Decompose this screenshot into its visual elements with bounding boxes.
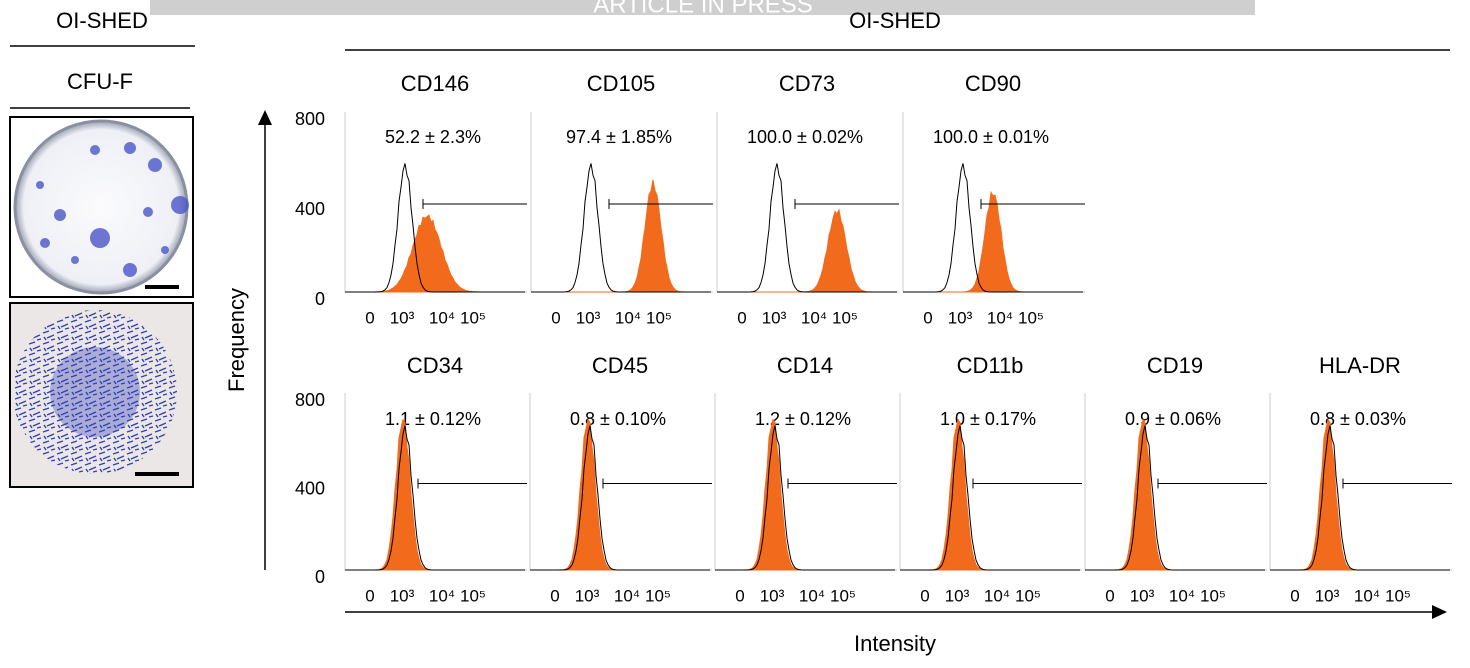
dish-image — [15, 121, 187, 293]
y-tick-label: 400 — [295, 199, 325, 219]
x-tick-label: 0 — [550, 586, 559, 605]
x-tick-label: 10³ — [945, 586, 970, 605]
y-tick-label: 800 — [295, 390, 325, 410]
cell-dense — [50, 347, 140, 437]
y-tick-label: 0 — [315, 289, 325, 309]
marker-title: CD11b — [957, 353, 1024, 378]
percent-label: 1.1 ± 0.12% — [385, 409, 481, 429]
sample-histogram — [715, 420, 895, 571]
figure: ARTICLE IN PRESS OI-SHED CFU-F OI-SHED F… — [0, 0, 1470, 663]
marker-title: CD73 — [779, 71, 835, 96]
marker-title: CD105 — [587, 71, 655, 96]
marker-title: CD14 — [777, 353, 833, 378]
marker-title: HLA-DR — [1319, 353, 1401, 378]
isotype-histogram — [715, 426, 895, 571]
sample-histogram — [1085, 420, 1265, 571]
percent-label: 1.0 ± 0.17% — [940, 409, 1036, 429]
y-tick-label: 0 — [315, 567, 325, 587]
scale-bar — [145, 285, 179, 289]
sample-histogram — [531, 180, 711, 292]
x-tick-label: 0 — [737, 308, 746, 327]
x-tick-label: 10⁴ — [1169, 586, 1195, 605]
x-tick-label: 10³ — [948, 308, 973, 327]
x-tick-label: 10⁵ — [460, 308, 486, 327]
x-tick-label: 0 — [365, 308, 374, 327]
isotype-histogram — [717, 163, 897, 292]
y-tick-label: 800 — [295, 109, 325, 129]
x-tick-label: 0 — [551, 308, 560, 327]
x-tick-label: 10³ — [576, 308, 601, 327]
x-tick-label: 10⁵ — [1385, 586, 1411, 605]
sample-histogram — [345, 420, 525, 571]
x-tick-label: 10⁵ — [460, 586, 486, 605]
isotype-histogram — [1085, 426, 1265, 571]
sample-histogram — [1270, 420, 1450, 571]
x-tick-label: 10³ — [1315, 586, 1340, 605]
x-tick-label: 10⁵ — [832, 308, 858, 327]
x-tick-label: 0 — [920, 586, 929, 605]
y-axis-label: Frequency — [224, 288, 249, 392]
sample-histogram — [900, 420, 1080, 571]
x-tick-label: 10⁴ — [801, 308, 827, 327]
y-tick-label: 400 — [295, 478, 325, 498]
x-tick-label: 10³ — [390, 586, 415, 605]
percent-label: 0.9 ± 0.06% — [1125, 409, 1221, 429]
x-tick-label: 10³ — [762, 308, 787, 327]
percent-label: 1.2 ± 0.12% — [755, 409, 851, 429]
isotype-histogram — [531, 163, 711, 292]
sample-histogram — [530, 420, 710, 571]
percent-label: 100.0 ± 0.01% — [933, 127, 1049, 147]
marker-title: CD45 — [592, 353, 648, 378]
marker-title: CD90 — [965, 71, 1021, 96]
marker-title: CD34 — [407, 353, 463, 378]
x-tick-label: 10⁵ — [646, 308, 672, 327]
x-tick-label: 0 — [1105, 586, 1114, 605]
x-tick-label: 10⁵ — [1200, 586, 1226, 605]
x-tick-label: 10⁴ — [799, 586, 825, 605]
marker-title: CD19 — [1147, 353, 1203, 378]
percent-label: 0.8 ± 0.10% — [570, 409, 666, 429]
right-header: OI-SHED — [849, 8, 941, 33]
isotype-histogram — [345, 426, 525, 571]
sample-histogram — [717, 210, 897, 292]
sample-histogram — [345, 215, 525, 292]
x-tick-label: 0 — [365, 586, 374, 605]
marker-title: CD146 — [401, 71, 469, 96]
percent-label: 97.4 ± 1.85% — [566, 127, 672, 147]
x-tick-label: 10³ — [575, 586, 600, 605]
x-tick-label: 0 — [1290, 586, 1299, 605]
percent-label: 100.0 ± 0.02% — [747, 127, 863, 147]
x-tick-label: 10³ — [390, 308, 415, 327]
watermark: ARTICLE IN PRESS — [593, 0, 813, 18]
percent-label: 52.2 ± 2.3% — [385, 127, 481, 147]
x-tick-label: 0 — [923, 308, 932, 327]
x-tick-label: 10⁴ — [614, 586, 640, 605]
x-tick-label: 10⁵ — [1018, 308, 1044, 327]
x-tick-label: 10⁵ — [645, 586, 671, 605]
left-header: OI-SHED — [56, 8, 148, 33]
scale-bar — [135, 472, 179, 476]
isotype-histogram — [900, 426, 1080, 571]
x-tick-label: 0 — [735, 586, 744, 605]
x-tick-label: 10⁴ — [615, 308, 641, 327]
x-tick-label: 10⁵ — [830, 586, 856, 605]
left-subheader: CFU-F — [67, 69, 133, 94]
x-tick-label: 10³ — [1130, 586, 1155, 605]
sample-histogram — [903, 192, 1083, 292]
x-tick-label: 10⁴ — [987, 308, 1013, 327]
x-tick-label: 10⁵ — [1015, 586, 1041, 605]
isotype-histogram — [1270, 426, 1450, 571]
x-tick-label: 10³ — [760, 586, 785, 605]
x-axis-label: Intensity — [854, 631, 936, 656]
arrow-head — [1432, 605, 1447, 619]
x-tick-label: 10⁴ — [984, 586, 1010, 605]
x-tick-label: 10⁴ — [429, 586, 455, 605]
arrow-head — [258, 110, 272, 125]
x-tick-label: 10⁴ — [429, 308, 455, 327]
x-tick-label: 10⁴ — [1354, 586, 1380, 605]
percent-label: 0.8 ± 0.03% — [1310, 409, 1406, 429]
isotype-histogram — [530, 426, 710, 571]
page: {"watermark": "ARTICLE IN PRESS", "left_… — [0, 0, 1470, 663]
